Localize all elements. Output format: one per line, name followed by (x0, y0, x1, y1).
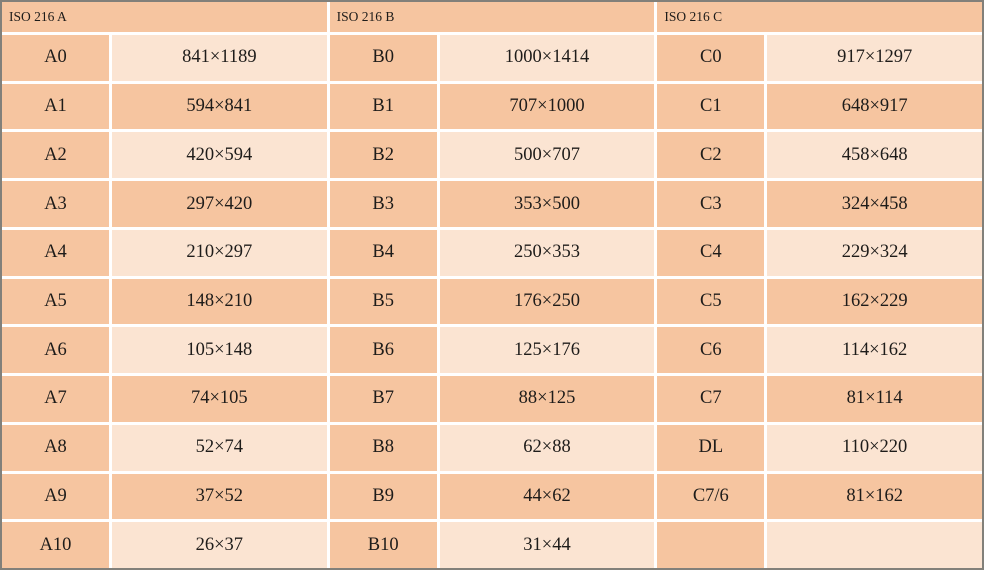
size-label-cell: A0 (2, 35, 109, 81)
size-value-cell: 297×420 (112, 181, 327, 227)
size-value-cell: 594×841 (112, 83, 327, 130)
size-label-cell: A2 (2, 132, 109, 179)
size-value-cell: 917×1297 (767, 35, 982, 81)
group-header-b: ISO 216 B (329, 2, 655, 32)
size-value-cell: 88×125 (439, 376, 655, 422)
size-label-cell: A10 (2, 522, 109, 568)
size-value-cell: 114×162 (767, 327, 982, 374)
size-label-cell: A9 (2, 473, 109, 520)
size-value-cell: 62×88 (439, 424, 655, 471)
size-value-cell: 26×37 (112, 522, 327, 568)
size-label-cell: C2 (657, 132, 765, 179)
size-value-cell: 458×648 (767, 132, 982, 179)
size-label-cell: A8 (2, 424, 109, 471)
size-label-cell: B5 (329, 278, 437, 325)
size-label-cell: A4 (2, 229, 109, 276)
size-value-cell: 105×148 (112, 327, 327, 374)
size-label-cell: A1 (2, 83, 109, 130)
size-value-cell: 31×44 (439, 522, 655, 568)
size-value-cell: 162×229 (767, 278, 982, 325)
size-label-cell: B1 (329, 83, 437, 130)
size-label-cell: B4 (329, 229, 437, 276)
size-label-cell: C4 (657, 229, 765, 276)
size-label-cell: C3 (657, 181, 765, 227)
size-label-cell: B10 (329, 522, 437, 568)
size-value-cell: 125×176 (439, 327, 655, 374)
size-value-cell: 37×52 (112, 473, 327, 520)
size-value-cell: 81×162 (767, 473, 982, 520)
size-value-cell: 353×500 (439, 181, 655, 227)
size-value-cell: 229×324 (767, 229, 982, 276)
size-label-cell: A5 (2, 278, 109, 325)
size-label-cell: A7 (2, 376, 109, 422)
size-label-cell: C5 (657, 278, 765, 325)
size-label-cell: B6 (329, 327, 437, 374)
size-label-cell: B2 (329, 132, 437, 179)
size-label-cell: B0 (329, 35, 437, 81)
size-value-cell: 210×297 (112, 229, 327, 276)
size-value-cell: 81×114 (767, 376, 982, 422)
size-label-cell: C6 (657, 327, 765, 374)
size-value-cell: 707×1000 (439, 83, 655, 130)
size-label-cell: C7/6 (657, 473, 765, 520)
size-label-cell: B3 (329, 181, 437, 227)
size-value-cell: 44×62 (439, 473, 655, 520)
size-label-cell: B9 (329, 473, 437, 520)
size-label-cell: A6 (2, 327, 109, 374)
group-header-c: ISO 216 C (657, 2, 982, 32)
size-value-cell: 420×594 (112, 132, 327, 179)
size-label-cell: DL (657, 424, 765, 471)
size-label-cell: C1 (657, 83, 765, 130)
size-value-cell: 250×353 (439, 229, 655, 276)
group-header-a: ISO 216 A (2, 2, 327, 32)
size-label-cell: B7 (329, 376, 437, 422)
size-value-cell: 176×250 (439, 278, 655, 325)
size-label-cell: C7 (657, 376, 765, 422)
size-value-cell: 648×917 (767, 83, 982, 130)
size-value-cell: 500×707 (439, 132, 655, 179)
size-label-cell: C0 (657, 35, 765, 81)
size-label-cell: B8 (329, 424, 437, 471)
size-value-cell (767, 522, 982, 568)
size-value-cell: 324×458 (767, 181, 982, 227)
size-value-cell: 74×105 (112, 376, 327, 422)
size-value-cell: 148×210 (112, 278, 327, 325)
size-value-cell: 110×220 (767, 424, 982, 471)
size-label-cell (657, 522, 765, 568)
size-value-cell: 841×1189 (112, 35, 327, 81)
size-label-cell: A3 (2, 181, 109, 227)
size-value-cell: 1000×1414 (439, 35, 655, 81)
size-value-cell: 52×74 (112, 424, 327, 471)
